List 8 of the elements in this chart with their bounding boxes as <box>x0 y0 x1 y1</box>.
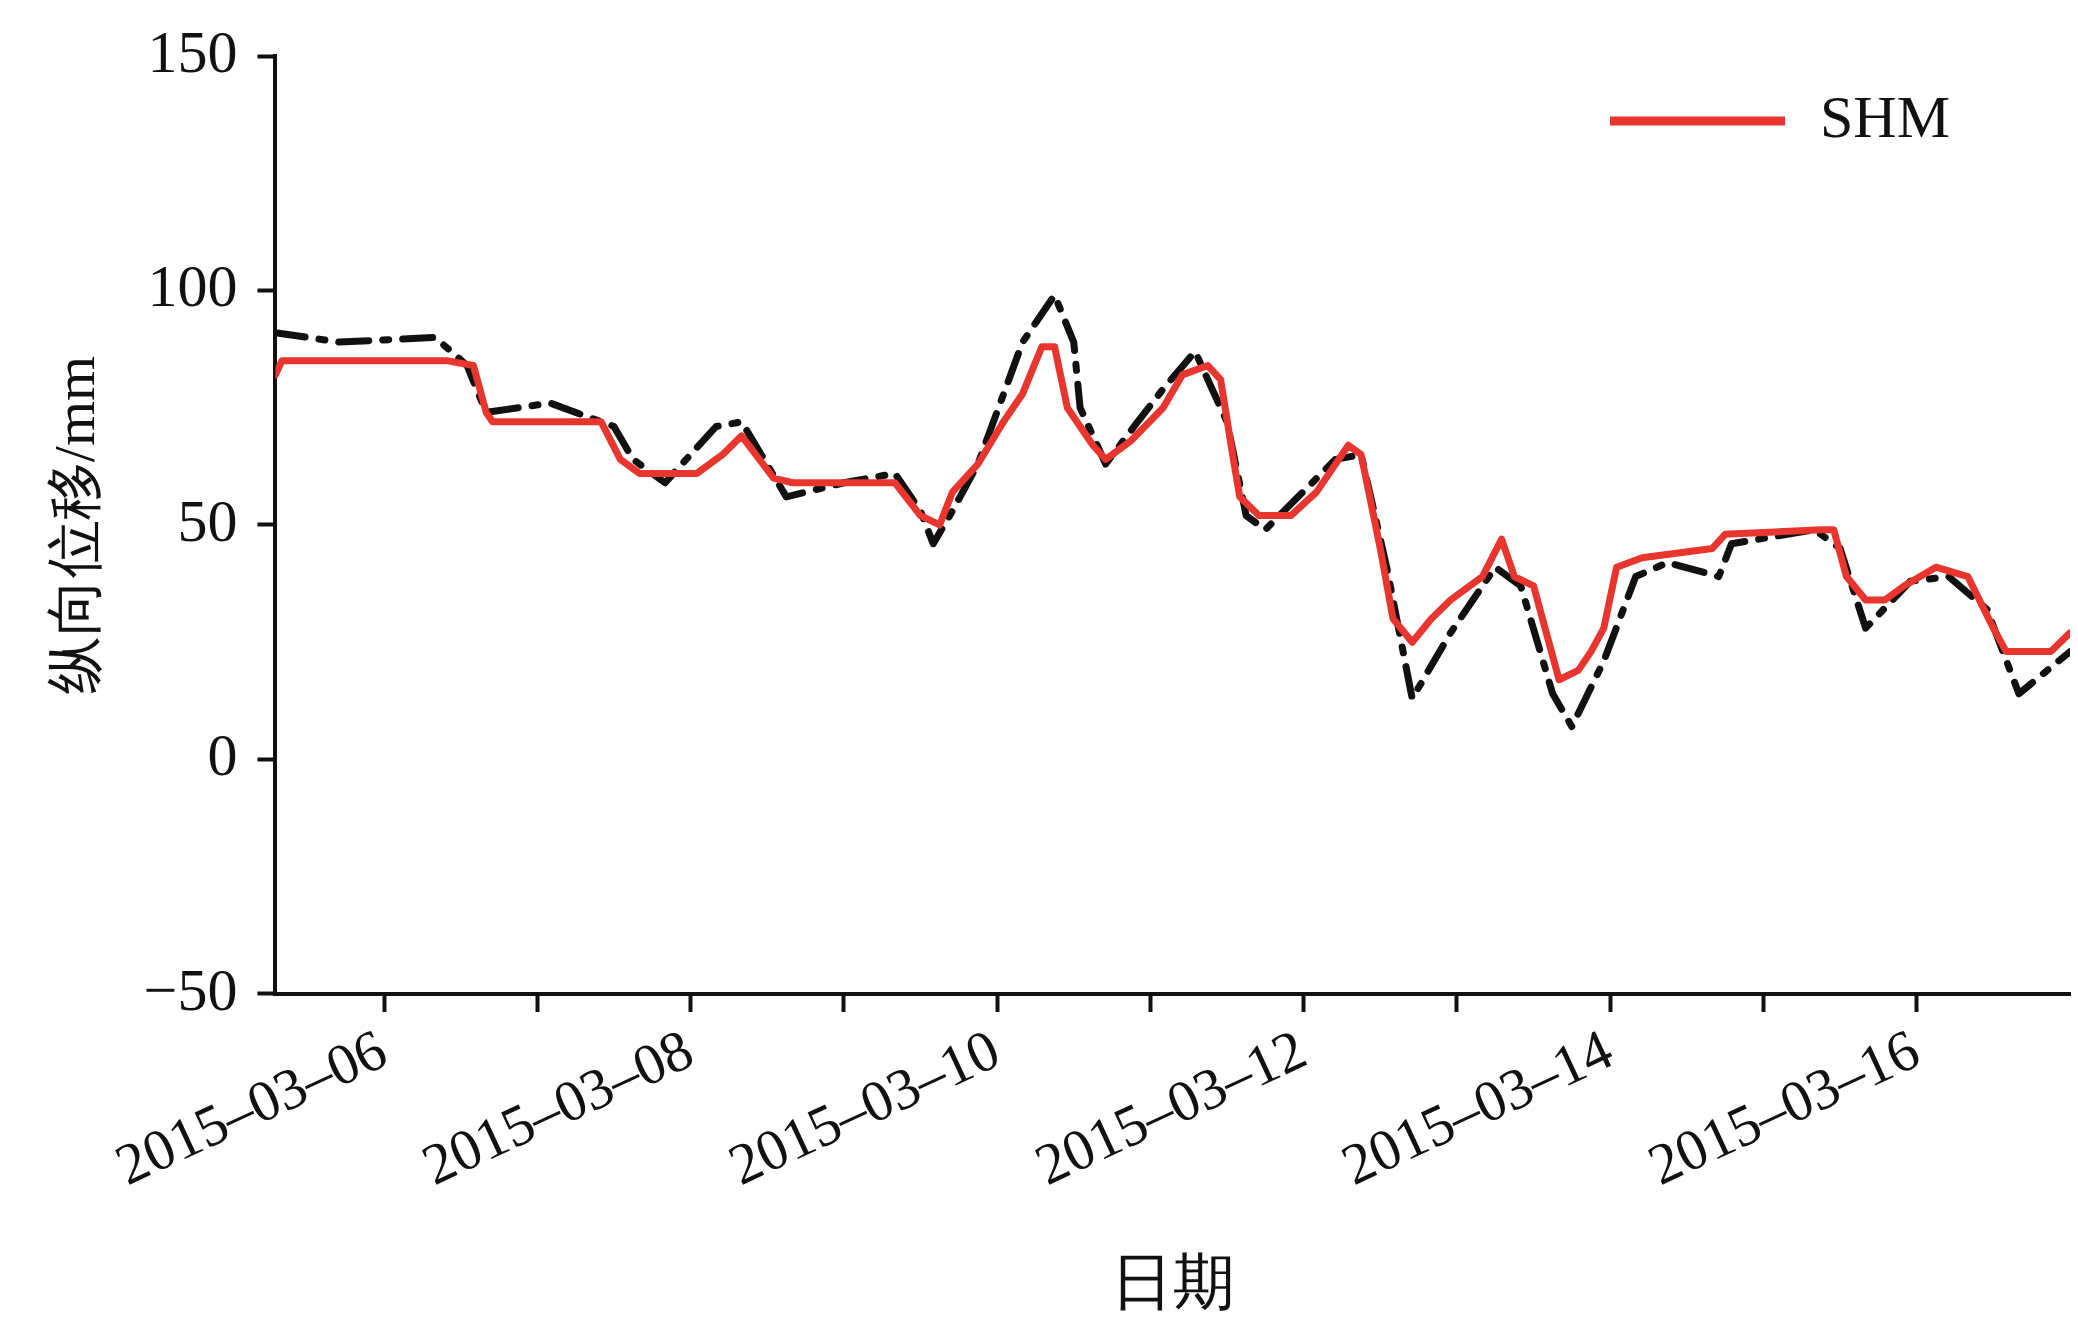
legend-label: SHM <box>1820 83 1951 150</box>
y-tick-label: 150 <box>147 18 238 85</box>
x-axis-title: 日期 <box>1110 1248 1235 1317</box>
y-tick-label: 0 <box>207 722 238 789</box>
y-tick-label: −50 <box>143 956 238 1023</box>
y-tick-label: 100 <box>147 253 238 320</box>
y-axis-title: 纵向位移/mm <box>42 355 108 695</box>
y-tick-label: 50 <box>177 487 238 554</box>
